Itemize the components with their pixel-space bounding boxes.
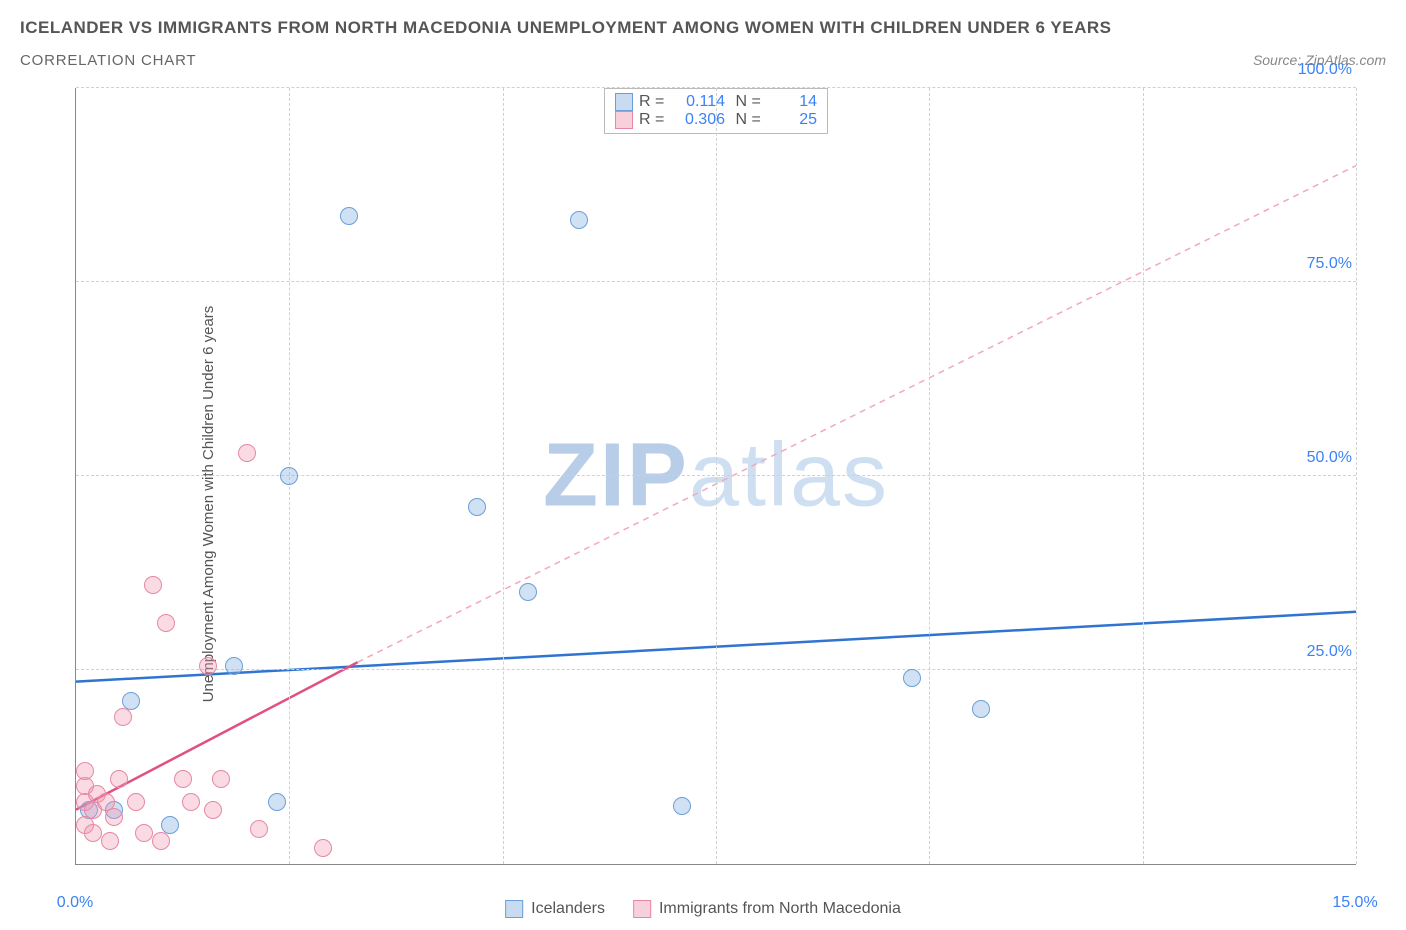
series-legend: Icelanders Immigrants from North Macedon… [505,900,901,918]
legend-label-0: Icelanders [531,900,605,918]
legend-label-1: Immigrants from North Macedonia [659,900,901,918]
data-point [468,498,486,516]
x-tick-label: 0.0% [57,894,93,912]
data-point [519,583,537,601]
data-point [314,839,332,857]
data-point [152,832,170,850]
chart-subtitle: CORRELATION CHART [20,52,196,69]
data-point [105,808,123,826]
r-value-1: 0.306 [675,111,725,129]
data-point [238,444,256,462]
n-value-1: 25 [767,111,817,129]
data-point [972,700,990,718]
data-point [268,793,286,811]
data-point [84,824,102,842]
data-point [225,657,243,675]
data-point [673,797,691,815]
plot-area: ZIPatlas R =0.114 N =14 R =0.306 N =25 2… [75,88,1356,865]
data-point [280,467,298,485]
data-point [101,832,119,850]
data-point [182,793,200,811]
x-tick-label: 15.0% [1332,894,1377,912]
legend-swatch-icelanders-icon [615,93,633,111]
data-point [127,793,145,811]
legend-swatch-macedonia-icon [615,111,633,129]
r-value-0: 0.114 [675,93,725,111]
chart-title: ICELANDER VS IMMIGRANTS FROM NORTH MACED… [20,18,1386,38]
data-point [135,824,153,842]
data-point [174,770,192,788]
data-point [199,657,217,675]
y-tick-label: 50.0% [1307,449,1352,467]
data-point [157,614,175,632]
legend2-swatch-icelanders-icon [505,900,523,918]
y-tick-label: 25.0% [1307,643,1352,661]
y-tick-label: 75.0% [1307,255,1352,273]
n-value-0: 14 [767,93,817,111]
data-point [76,762,94,780]
data-point [340,207,358,225]
data-point [144,576,162,594]
data-point [570,211,588,229]
data-point [903,669,921,687]
chart-container: Unemployment Among Women with Children U… [20,88,1386,920]
data-point [204,801,222,819]
data-point [110,770,128,788]
data-point [114,708,132,726]
y-tick-label: 100.0% [1298,61,1352,79]
data-point [212,770,230,788]
header: ICELANDER VS IMMIGRANTS FROM NORTH MACED… [0,0,1406,77]
legend2-swatch-macedonia-icon [633,900,651,918]
data-point [250,820,268,838]
